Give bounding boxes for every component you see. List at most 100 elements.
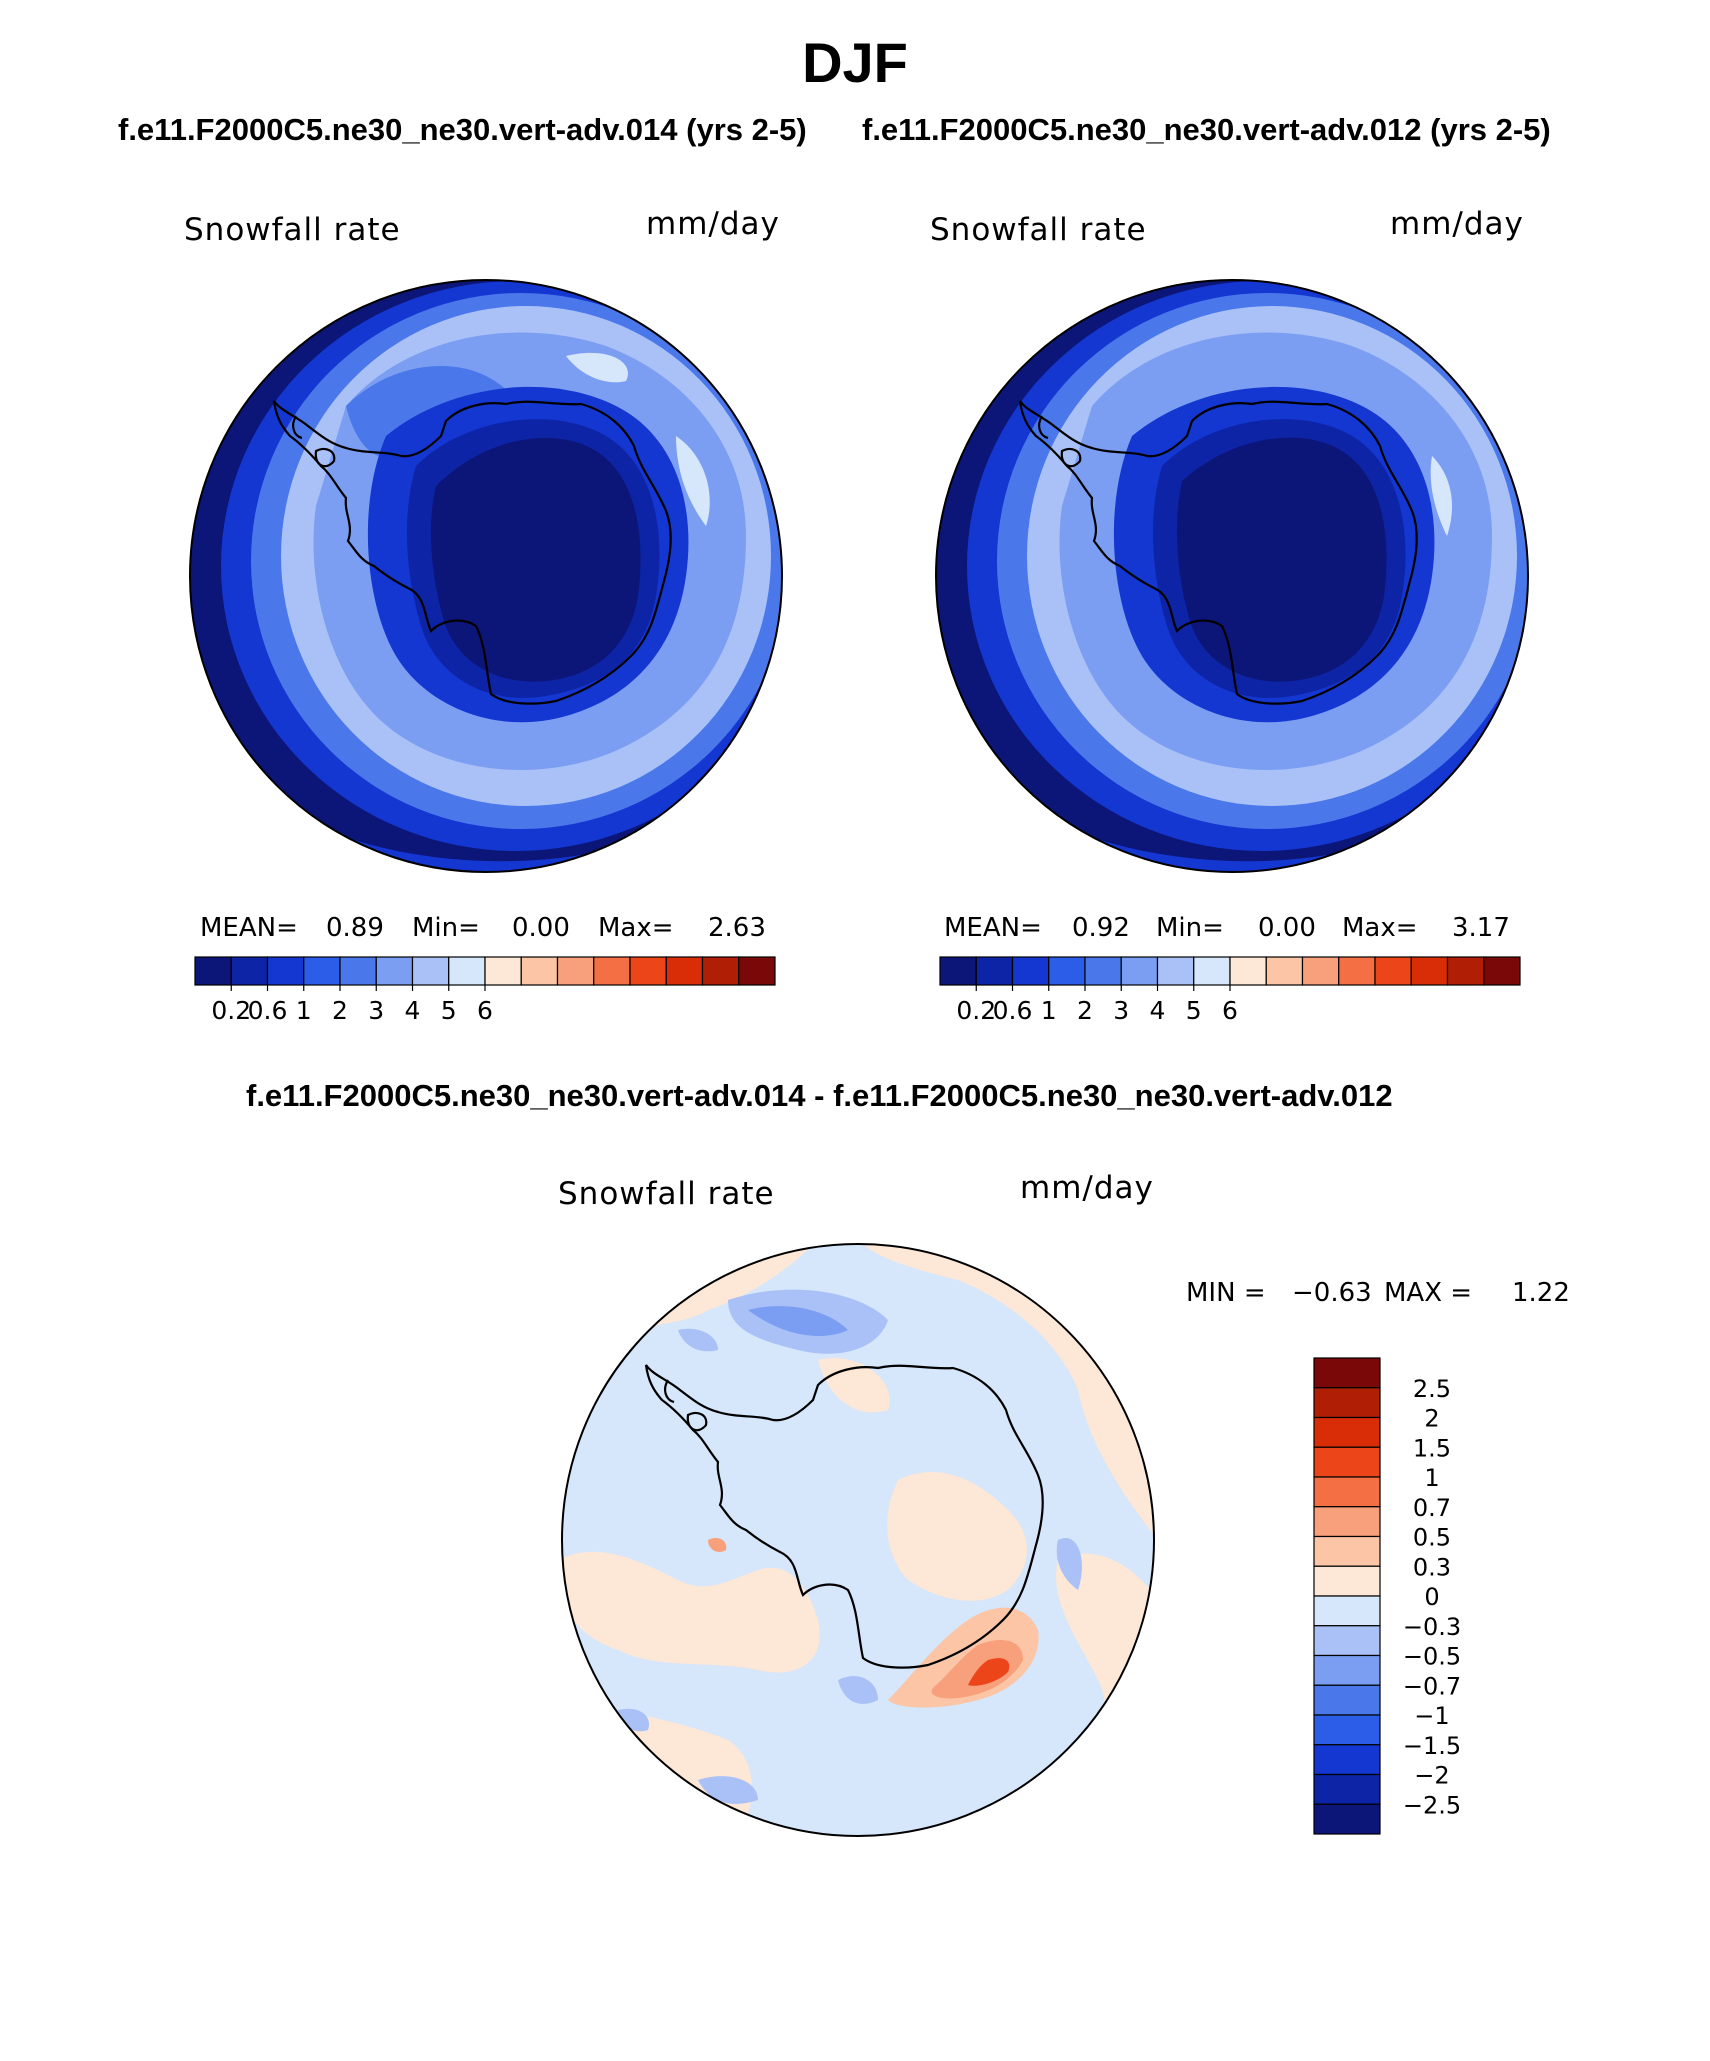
right-units-label: mm/day <box>1390 206 1524 242</box>
right-colorbar-tick-label: 4 <box>1150 996 1166 1025</box>
left-colorbar-box <box>339 956 377 986</box>
diff-colorbar-box <box>1313 1565 1381 1597</box>
left-max-label: Max= <box>598 913 674 943</box>
right-colorbar-tick-label: 1 <box>1041 996 1057 1025</box>
diff-variable-label: Snowfall rate <box>558 1176 775 1212</box>
left-colorbar-box <box>556 956 595 986</box>
left-colorbar-box <box>665 956 704 986</box>
left-colorbar-tick-label: 3 <box>368 996 384 1025</box>
left-variable-label: Snowfall rate <box>184 212 401 248</box>
diff-max-value: 1.22 <box>1512 1278 1570 1308</box>
right-colorbar-box <box>1265 956 1304 986</box>
diff-colorbar-box <box>1313 1714 1381 1746</box>
left-colorbar-tick-label: 0.6 <box>248 996 288 1025</box>
diff-colorbar-box <box>1313 1357 1381 1389</box>
left-colorbar-tick-label: 5 <box>441 996 457 1025</box>
right-colorbar-tick-label: 2 <box>1077 996 1093 1025</box>
left-colorbar-box <box>411 956 450 986</box>
left-min-value: 0.00 <box>512 913 570 943</box>
right-colorbar-tick-label: 6 <box>1222 996 1238 1025</box>
left-min-label: Min= <box>412 913 480 943</box>
diff-colorbar-box <box>1313 1684 1381 1716</box>
diff-colorbar-box <box>1313 1744 1381 1776</box>
right-colorbar: 0.20.6 1 2 3 4 5 6 <box>939 956 1521 1025</box>
diff-colorbar-tick-label: −2.5 <box>1403 1791 1461 1819</box>
right-colorbar-box <box>1483 956 1521 986</box>
diff-colorbar-tick-label: −1 <box>1414 1702 1449 1730</box>
left-mean-label: MEAN= <box>200 913 298 943</box>
right-colorbar-box <box>1338 956 1376 986</box>
right-colorbar-tick-label: 0.6 <box>993 996 1033 1025</box>
diff-colorbar-tick-label: −0.5 <box>1403 1643 1461 1671</box>
left-colorbar-box <box>701 956 740 986</box>
right-colorbar-box <box>1301 956 1340 986</box>
diff-colorbar-tick-label: 1.5 <box>1413 1434 1451 1462</box>
diff-case-title: f.e11.F2000C5.ne30_ne30.vert-adv.014 - f… <box>246 1078 1393 1113</box>
diff-colorbar-box <box>1313 1416 1381 1448</box>
diff-colorbar-box <box>1313 1446 1381 1478</box>
right-colorbar-box <box>975 956 1014 986</box>
diff-colorbar-box <box>1313 1387 1381 1419</box>
right-colorbar-box <box>1084 956 1122 986</box>
diff-colorbar-tick-label: 0.3 <box>1413 1553 1451 1581</box>
right-max-value: 3.17 <box>1452 913 1510 943</box>
right-colorbar-box <box>1193 956 1231 986</box>
diff-colorbar-tick-label: 0.7 <box>1413 1494 1451 1522</box>
diff-colorbar-tick-label: −1.5 <box>1403 1732 1461 1760</box>
diff-colorbar-box <box>1313 1654 1381 1686</box>
left-mean-value: 0.89 <box>326 913 384 943</box>
diff-colorbar-box <box>1313 1506 1381 1538</box>
right-mean-label: MEAN= <box>944 913 1042 943</box>
page-title: DJF <box>802 31 908 94</box>
right-colorbar-tick-label: 0.2 <box>956 996 996 1025</box>
right-colorbar-box <box>1229 956 1267 986</box>
diff-colorbar-box <box>1313 1773 1381 1805</box>
diff-units-label: mm/day <box>1020 1170 1154 1206</box>
left-case-title: f.e11.F2000C5.ne30_ne30.vert-adv.014 (yr… <box>118 112 807 147</box>
left-colorbar-box <box>266 956 305 986</box>
left-polar-map <box>189 279 783 873</box>
left-colorbar: 0.20.6 1 2 3 4 5 6 <box>194 956 776 1025</box>
diff-colorbar-box <box>1313 1595 1381 1627</box>
diff-colorbar-tick-label: 2 <box>1424 1405 1439 1433</box>
left-colorbar-box <box>738 956 776 986</box>
right-colorbar-box <box>1011 956 1050 986</box>
diff-min-label: MIN = <box>1186 1278 1266 1308</box>
left-colorbar-box <box>303 956 341 986</box>
left-colorbar-box <box>520 956 559 986</box>
left-colorbar-box <box>375 956 414 986</box>
right-colorbar-box <box>1156 956 1195 986</box>
right-colorbar-box <box>1048 956 1086 986</box>
right-polar-map <box>935 279 1529 873</box>
right-case-title: f.e11.F2000C5.ne30_ne30.vert-adv.012 (yr… <box>862 112 1551 147</box>
right-colorbar-box <box>1446 956 1485 986</box>
diff-colorbar-box <box>1313 1476 1381 1508</box>
left-colorbar-box <box>629 956 667 986</box>
diff-colorbar-tick-label: 0.5 <box>1413 1524 1451 1552</box>
left-colorbar-tick-label: 6 <box>477 996 493 1025</box>
left-colorbar-tick-label: 2 <box>332 996 348 1025</box>
left-colorbar-tick-label: 0.2 <box>211 996 251 1025</box>
right-colorbar-tick-label: 5 <box>1186 996 1202 1025</box>
diff-max-label: MAX = <box>1384 1278 1473 1308</box>
left-colorbar-tick-label: 4 <box>405 996 421 1025</box>
diff-colorbar-box <box>1313 1535 1381 1567</box>
diff-colorbar-tick-label: 1 <box>1424 1464 1439 1492</box>
left-colorbar-tick-label: 1 <box>296 996 312 1025</box>
left-colorbar-box <box>194 956 232 986</box>
right-colorbar-box <box>1120 956 1159 986</box>
right-min-value: 0.00 <box>1258 913 1316 943</box>
right-mean-value: 0.92 <box>1072 913 1130 943</box>
diff-min-value: −0.63 <box>1292 1278 1372 1308</box>
left-colorbar-box <box>448 956 486 986</box>
right-colorbar-box <box>1374 956 1412 986</box>
left-colorbar-box <box>230 956 269 986</box>
diff-colorbar-tick-label: −0.7 <box>1403 1672 1461 1700</box>
diff-colorbar: 2.521.510.70.50.30−0.3−0.5−0.7−1−1.5−2−2… <box>1313 1357 1461 1835</box>
right-colorbar-box <box>1410 956 1449 986</box>
diff-colorbar-tick-label: −0.3 <box>1403 1613 1461 1641</box>
diff-colorbar-tick-label: 2.5 <box>1413 1375 1451 1403</box>
right-min-label: Min= <box>1156 913 1224 943</box>
left-colorbar-box <box>593 956 631 986</box>
diff-colorbar-tick-label: 0 <box>1424 1583 1439 1611</box>
